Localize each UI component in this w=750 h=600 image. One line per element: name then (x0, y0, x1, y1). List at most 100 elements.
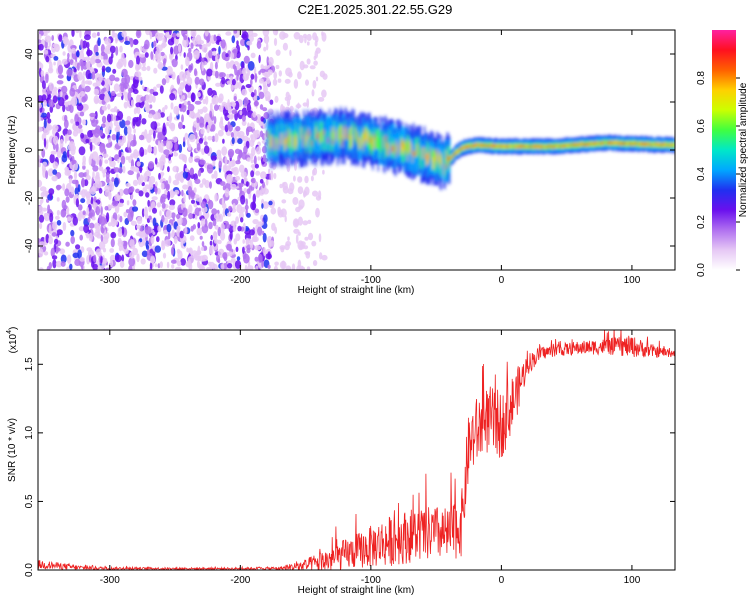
noise-speckle (102, 171, 106, 178)
noise-speckle (207, 75, 212, 81)
noise-speckle (203, 141, 208, 146)
noise-speckle (215, 82, 221, 87)
noise-speckle (114, 254, 122, 263)
noise-speckle (101, 105, 107, 111)
ridge-cell (510, 144, 512, 149)
ridge-cell (536, 144, 538, 147)
ridge-cell (341, 126, 343, 138)
noise-speckle (49, 83, 54, 92)
noise-speckle (86, 41, 90, 49)
noise-speckle (101, 65, 106, 73)
ridge-cell (364, 123, 366, 157)
noise-speckle (284, 78, 291, 84)
noise-speckle (112, 68, 117, 74)
noise-speckle (266, 56, 270, 66)
ridge-cell (531, 145, 534, 148)
noise-speckle (221, 146, 228, 156)
noise-speckle (100, 205, 103, 215)
noise-speckle (55, 247, 61, 252)
noise-speckle (38, 248, 44, 258)
noise-speckle (117, 158, 120, 164)
ridge-cell (462, 146, 464, 149)
noise-speckle (256, 40, 262, 49)
noise-speckle (201, 241, 205, 247)
noise-speckle (165, 31, 170, 38)
ridge-cell (328, 119, 330, 154)
ridge-cell (495, 143, 498, 148)
noise-speckle (285, 106, 290, 111)
ridge-cell (640, 142, 643, 145)
noise-speckle (218, 46, 221, 55)
noise-speckle (211, 208, 218, 215)
svg-text:(x104): (x104) (6, 327, 19, 354)
noise-speckle (82, 165, 86, 170)
ridge-cell (342, 138, 344, 145)
noise-speckle (91, 151, 99, 161)
noise-speckle (178, 143, 183, 153)
ridge-cell (301, 125, 304, 159)
noise-speckle (293, 175, 296, 182)
noise-speckle (250, 91, 255, 98)
ridge-cell (553, 146, 555, 149)
noise-speckle (114, 77, 120, 82)
noise-speckle (38, 154, 41, 164)
noise-speckle (145, 30, 151, 36)
noise-speckle (43, 49, 49, 55)
ridge-cell (370, 129, 372, 150)
noise-speckle (50, 150, 57, 155)
noise-speckle (179, 82, 185, 90)
noise-speckle (113, 106, 118, 113)
ridge-cell (501, 145, 503, 147)
ridge-cell (589, 143, 592, 145)
ridge-cell (608, 141, 611, 146)
snr-y-ticks: 0.0 0.5 1.0 1.5 (24, 357, 675, 577)
ridge-cell (600, 142, 602, 144)
ridge-cell (625, 142, 628, 147)
noise-speckle (200, 246, 205, 251)
noise-speckle (42, 86, 46, 96)
noise-speckle (221, 263, 225, 270)
noise-speckle (40, 191, 45, 198)
noise-speckle (188, 213, 194, 220)
ridge-cell (667, 144, 669, 148)
noise-speckle (247, 61, 255, 71)
noise-speckle (79, 30, 82, 39)
ridge-cell (277, 119, 279, 154)
ridge-cell (375, 137, 377, 149)
ridge-cell (280, 133, 282, 146)
ridge-cell (322, 130, 324, 142)
noise-speckle (98, 129, 104, 137)
noise-speckle (40, 70, 45, 77)
noise-speckle (56, 229, 63, 236)
noise-speckle (119, 198, 125, 204)
noise-speckle (140, 258, 146, 265)
ridge-cell (457, 149, 459, 152)
noise-speckle (214, 104, 219, 111)
noise-speckle (274, 226, 277, 234)
noise-speckle (304, 175, 309, 184)
ridge-cell (416, 144, 418, 157)
ridge-cell (641, 142, 643, 147)
noise-speckle (160, 112, 165, 118)
noise-speckle (45, 55, 50, 63)
ridge-cell (446, 145, 448, 166)
noise-speckle (167, 159, 172, 164)
noise-speckle (129, 251, 135, 259)
ridge-cell (557, 143, 559, 148)
noise-speckle (168, 175, 172, 184)
noise-speckle (150, 121, 158, 130)
noise-speckle (229, 230, 233, 240)
noise-speckle (103, 257, 108, 264)
ridge-cell (362, 133, 364, 146)
noise-speckle (227, 263, 233, 269)
noise-speckle (302, 33, 308, 39)
noise-speckle (132, 39, 139, 45)
ridge-cell (285, 119, 287, 153)
ridge-cell (387, 144, 390, 156)
colorbar-tick-label: 0.2 (696, 215, 707, 229)
ridge-cell (538, 145, 540, 149)
noise-speckle (193, 50, 200, 60)
noise-speckle (70, 235, 75, 245)
noise-speckle (98, 187, 103, 194)
noise-speckle (114, 194, 121, 202)
